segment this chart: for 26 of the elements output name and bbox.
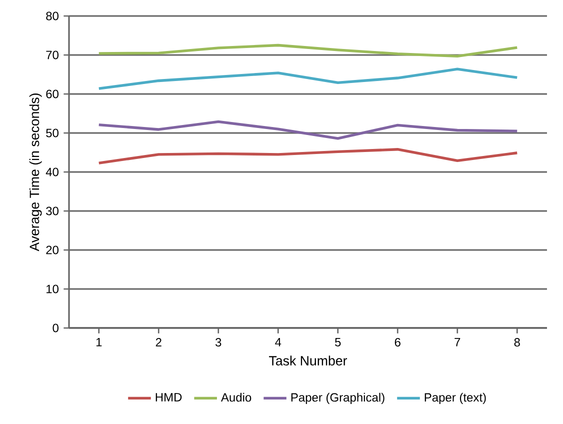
x-tick-label: 8 (514, 338, 520, 347)
x-tick-label: 7 (454, 338, 460, 346)
legend-label: Audio (220, 392, 252, 402)
x-tick-label: 2 (156, 338, 162, 346)
legend-label: Paper (Graphical) (291, 392, 384, 404)
y-tick-label: 60 (46, 90, 58, 98)
y-tick-label: 50 (46, 128, 58, 138)
x-axis-title: Task Number (269, 356, 348, 366)
legend-label: Paper (text) (424, 392, 486, 404)
y-tick-label: 10 (46, 284, 58, 294)
legend-label: HMD (156, 393, 182, 402)
y-tick-label: 0 (52, 324, 58, 332)
x-tick-label: 6 (394, 338, 400, 347)
x-tick-label: 1 (96, 338, 102, 346)
line-series (98, 120, 518, 140)
y-tick-label: 30 (46, 206, 58, 216)
y-tick-label: 20 (46, 246, 58, 254)
line-series (98, 44, 518, 58)
x-tick-label: 3 (216, 338, 222, 347)
y-tick-label: 70 (46, 50, 58, 60)
y-tick-label: 80 (46, 12, 58, 20)
x-tick-label: 4 (275, 338, 282, 346)
line-series (98, 148, 518, 164)
y-tick-label: 40 (46, 168, 58, 176)
x-tick-label: 5 (335, 338, 341, 346)
y-axis-title: Average Time (in seconds) (29, 94, 42, 252)
